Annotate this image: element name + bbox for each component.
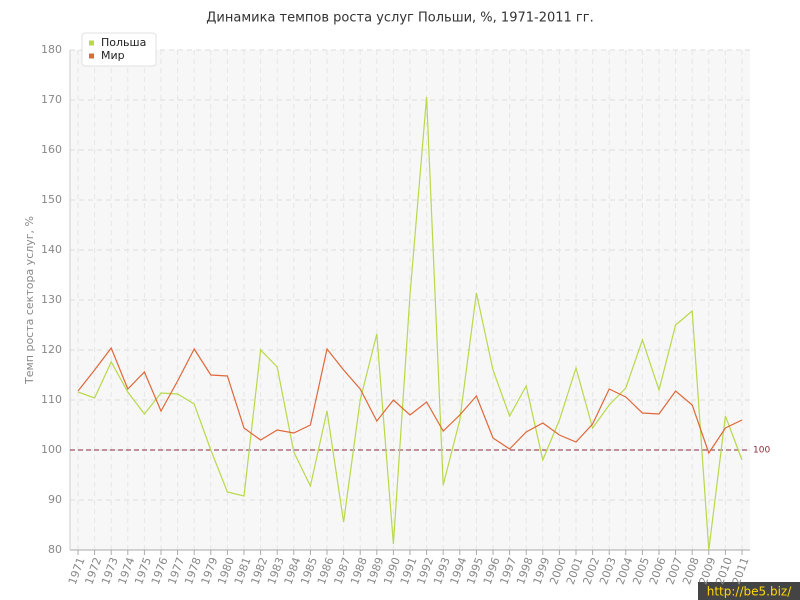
y-tick-label: 80 bbox=[48, 543, 62, 556]
y-tick-label: 150 bbox=[41, 193, 62, 206]
legend-text: Мир bbox=[101, 49, 125, 62]
series-line bbox=[77, 96, 743, 551]
legend-swatch bbox=[89, 53, 94, 59]
y-tick-label: 140 bbox=[41, 243, 62, 256]
chart-title: Динамика темпов роста услуг Польши, %, 1… bbox=[206, 11, 593, 26]
y-tick-label: 110 bbox=[41, 393, 62, 406]
legend-text: Польша bbox=[101, 36, 146, 49]
watermark-bg bbox=[698, 582, 800, 600]
y-tick-label: 120 bbox=[41, 343, 62, 356]
y-axis-label: Темп роста сектора услуг, % bbox=[23, 216, 36, 385]
y-tick-label: 180 bbox=[41, 43, 62, 56]
series-line bbox=[77, 346, 743, 455]
y-tick-label: 160 bbox=[41, 143, 62, 156]
y-tick-label: 170 bbox=[41, 93, 62, 106]
legend-box bbox=[81, 32, 157, 67]
watermark: http://be5.biz/ bbox=[707, 585, 792, 599]
reference-label: 100 bbox=[753, 446, 770, 456]
y-tick-label: 100 bbox=[41, 443, 62, 456]
y-tick-label: 130 bbox=[41, 293, 62, 306]
y-tick-label: 90 bbox=[48, 493, 62, 506]
legend-swatch bbox=[89, 40, 94, 46]
